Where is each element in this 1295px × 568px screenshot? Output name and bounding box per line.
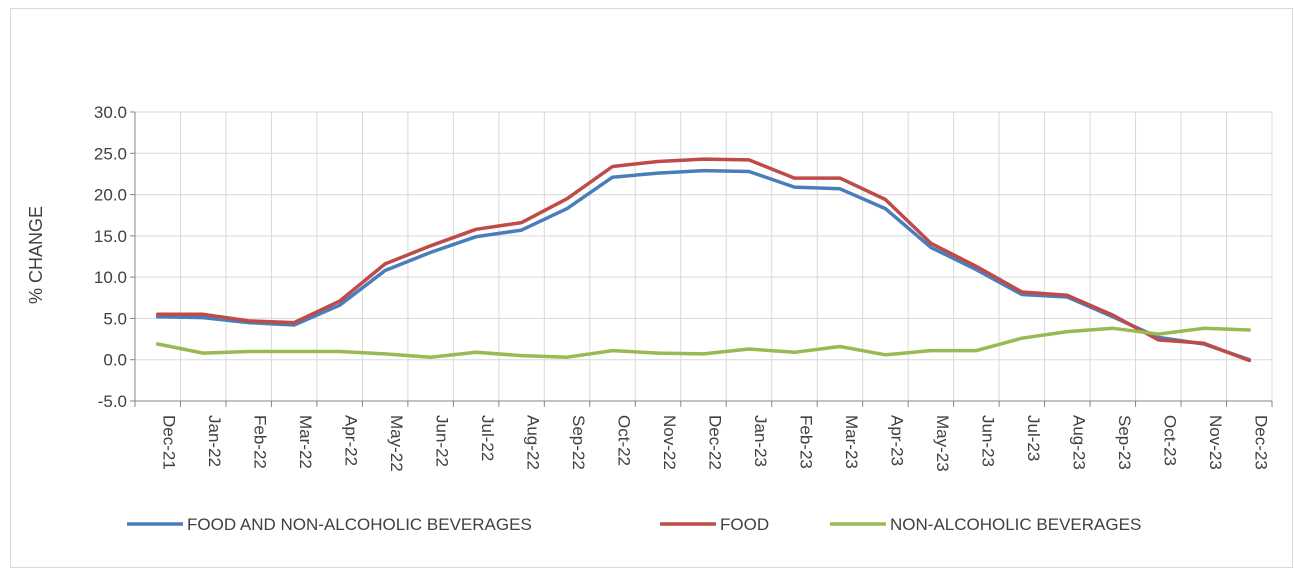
- axes: [130, 111, 1273, 407]
- y-tick-label: 0.0: [103, 351, 127, 370]
- x-tick-label: Feb-23: [796, 415, 815, 469]
- series-lines: [155, 157, 1252, 363]
- x-tick-label: Dec-22: [706, 415, 725, 470]
- y-tick-label: 30.0: [94, 103, 127, 122]
- x-tick-label: Oct-23: [1160, 415, 1179, 466]
- x-tick-label: Feb-22: [251, 415, 270, 469]
- x-tick-labels: Dec-21 Jan-22 Feb-22 Mar-22 Apr-22 May-22 Jun-…: [160, 415, 1271, 472]
- x-tick-label: Nov-23: [1206, 415, 1225, 470]
- x-tick-label: Jan-22: [205, 415, 224, 467]
- x-tick-label: Aug-23: [1069, 415, 1088, 470]
- chart-frame: [10, 8, 1293, 568]
- x-tick-label: Jun-23: [978, 415, 997, 467]
- series-line-2: [155, 157, 1252, 363]
- y-tick-label: -5.0: [98, 392, 127, 411]
- x-tick-label: Mar-22: [296, 415, 315, 469]
- legend-label: NON-ALCOHOLIC BEVERAGES: [890, 515, 1141, 534]
- x-tick-label: Jun-22: [433, 415, 452, 467]
- y-tick-label: 10.0: [94, 268, 127, 287]
- x-tick-label: Dec-23: [1251, 415, 1270, 470]
- x-tick-label: Jul-23: [1024, 415, 1043, 461]
- x-tick-label: Jul-22: [478, 415, 497, 461]
- x-tick-label: Apr-22: [342, 415, 361, 466]
- legend: FOOD AND NON-ALCOHOLIC BEVERAGES FOOD NON-…: [127, 515, 1141, 534]
- x-tick-label: Dec-21: [160, 415, 179, 470]
- y-tick-labels: 30.0 25.0 20.0 15.0 10.0 5.0 0.0 -5.0: [94, 103, 127, 411]
- y-axis-label: % CHANGE: [26, 206, 46, 304]
- x-tick-label: Sep-23: [1115, 415, 1134, 470]
- grid-lines: [134, 111, 1273, 402]
- x-tick-label: Sep-22: [569, 415, 588, 470]
- x-tick-label: May-23: [933, 415, 952, 472]
- y-tick-label: 5.0: [103, 309, 127, 328]
- legend-label: FOOD: [720, 515, 769, 534]
- y-tick-label: 20.0: [94, 186, 127, 205]
- x-tick-label: Apr-23: [887, 415, 906, 466]
- y-tick-label: 15.0: [94, 227, 127, 246]
- x-tick-label: May-22: [387, 415, 406, 472]
- x-tick-label: Aug-22: [524, 415, 543, 470]
- x-tick-label: Oct-22: [615, 415, 634, 466]
- x-tick-label: Mar-23: [842, 415, 861, 469]
- series-line-3: [155, 326, 1252, 359]
- x-tick-label: Nov-22: [660, 415, 679, 470]
- legend-label: FOOD AND NON-ALCOHOLIC BEVERAGES: [187, 515, 532, 534]
- y-tick-label: 25.0: [94, 144, 127, 163]
- x-tick-label: Jan-23: [751, 415, 770, 467]
